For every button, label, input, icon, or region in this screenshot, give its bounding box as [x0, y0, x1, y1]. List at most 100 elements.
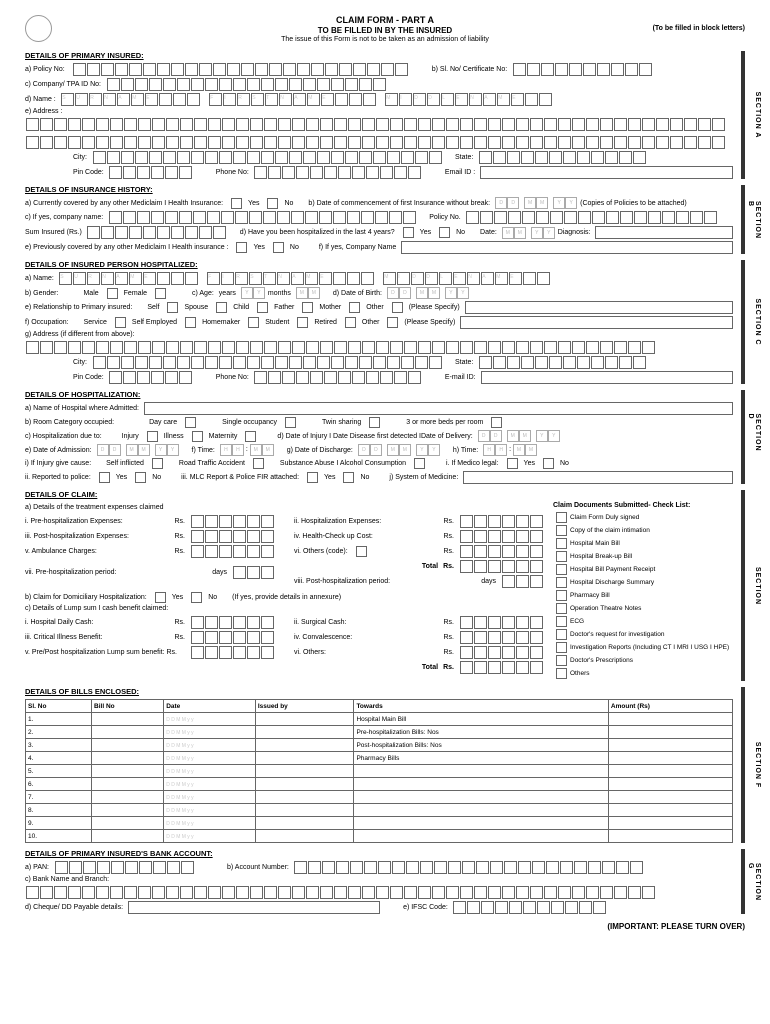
char-box[interactable] [376, 118, 389, 131]
char-box[interactable] [310, 371, 323, 384]
char-box[interactable] [325, 63, 338, 76]
checklist-cb[interactable] [556, 629, 567, 640]
date-box[interactable]: Y [565, 197, 577, 209]
char-box[interactable] [165, 371, 178, 384]
char-box[interactable] [347, 211, 360, 224]
char-box[interactable] [648, 211, 661, 224]
char-box[interactable] [194, 341, 207, 354]
char-box[interactable] [555, 63, 568, 76]
char-box[interactable] [502, 560, 515, 573]
char-box[interactable] [390, 886, 403, 899]
char-box[interactable] [199, 63, 212, 76]
char-box[interactable] [233, 631, 246, 644]
char-box[interactable] [446, 136, 459, 149]
char-box[interactable] [488, 136, 501, 149]
char-box[interactable] [185, 226, 198, 239]
char-box[interactable] [199, 226, 212, 239]
char-box[interactable] [502, 616, 515, 629]
char-box[interactable] [68, 136, 81, 149]
char-box[interactable] [460, 515, 473, 528]
char-box[interactable] [247, 356, 260, 369]
char-box[interactable]: T [265, 93, 278, 106]
char-box[interactable] [40, 341, 53, 354]
char-box[interactable] [446, 118, 459, 131]
char-box[interactable] [364, 861, 377, 874]
char-box[interactable] [361, 272, 374, 285]
char-box[interactable]: L [439, 272, 452, 285]
char-box[interactable] [219, 631, 232, 644]
char-box[interactable] [233, 566, 246, 579]
char-box[interactable] [348, 136, 361, 149]
char-box[interactable] [165, 211, 178, 224]
char-box[interactable] [123, 371, 136, 384]
char-box[interactable] [493, 151, 506, 164]
char-box[interactable] [261, 356, 274, 369]
char-box[interactable]: D [411, 272, 424, 285]
char-box[interactable] [277, 211, 290, 224]
char-box[interactable]: R [235, 272, 248, 285]
char-box[interactable] [530, 560, 543, 573]
char-box[interactable] [525, 93, 538, 106]
date-box[interactable]: Y [167, 444, 179, 456]
date-box[interactable]: D [358, 444, 370, 456]
char-box[interactable] [291, 211, 304, 224]
char-box[interactable] [191, 545, 204, 558]
date-box[interactable]: Y [428, 444, 440, 456]
char-box[interactable] [165, 166, 178, 179]
char-box[interactable] [247, 566, 260, 579]
char-box[interactable] [348, 886, 361, 899]
char-box[interactable] [474, 646, 487, 659]
char-box[interactable] [55, 861, 68, 874]
char-box[interactable] [642, 118, 655, 131]
char-box[interactable] [597, 63, 610, 76]
char-box[interactable] [233, 530, 246, 543]
char-box[interactable] [322, 861, 335, 874]
char-box[interactable] [107, 151, 120, 164]
char-box[interactable] [415, 356, 428, 369]
char-box[interactable] [474, 515, 487, 528]
char-box[interactable] [578, 211, 591, 224]
char-box[interactable] [642, 136, 655, 149]
char-box[interactable] [474, 341, 487, 354]
char-box[interactable] [320, 886, 333, 899]
char-box[interactable] [233, 78, 246, 91]
char-box[interactable] [418, 136, 431, 149]
char-box[interactable] [205, 515, 218, 528]
char-box[interactable] [633, 356, 646, 369]
char-box[interactable] [544, 341, 557, 354]
char-box[interactable]: A [483, 93, 496, 106]
char-box[interactable]: A [117, 93, 130, 106]
char-box[interactable] [235, 211, 248, 224]
char-box[interactable] [264, 118, 277, 131]
char-box[interactable] [362, 341, 375, 354]
char-box[interactable] [527, 63, 540, 76]
char-box[interactable]: N [277, 272, 290, 285]
char-box[interactable] [166, 118, 179, 131]
date-box[interactable]: Y [553, 197, 565, 209]
char-box[interactable] [163, 78, 176, 91]
date-box[interactable]: D [109, 444, 121, 456]
char-box[interactable] [96, 136, 109, 149]
char-box[interactable] [536, 211, 549, 224]
char-box[interactable] [504, 861, 517, 874]
char-box[interactable] [656, 118, 669, 131]
char-box[interactable]: R [89, 93, 102, 106]
char-box[interactable] [488, 616, 501, 629]
char-box[interactable] [502, 575, 515, 588]
char-box[interactable] [82, 118, 95, 131]
char-box[interactable] [261, 616, 274, 629]
char-box[interactable] [676, 211, 689, 224]
char-box[interactable] [460, 560, 473, 573]
char-box[interactable] [292, 118, 305, 131]
char-box[interactable] [185, 272, 198, 285]
char-box[interactable] [26, 886, 39, 899]
char-box[interactable] [502, 545, 515, 558]
char-box[interactable] [564, 211, 577, 224]
char-box[interactable] [221, 211, 234, 224]
char-box[interactable] [432, 136, 445, 149]
char-box[interactable] [219, 151, 232, 164]
checklist-cb[interactable] [556, 603, 567, 614]
char-box[interactable] [366, 371, 379, 384]
char-box[interactable] [387, 151, 400, 164]
char-box[interactable] [292, 886, 305, 899]
